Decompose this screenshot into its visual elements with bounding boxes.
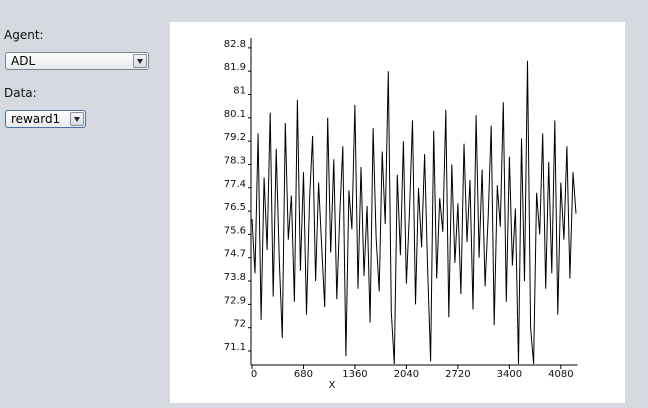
y-tick-label: 75.6 xyxy=(224,225,246,236)
data-value: reward1 xyxy=(11,112,61,126)
x-tick-label: 680 xyxy=(294,369,313,380)
y-tick-label: 79.2 xyxy=(224,132,246,143)
x-tick-label: 4080 xyxy=(548,369,573,380)
y-tick-label: 81 xyxy=(233,85,246,96)
x-axis-label: X xyxy=(329,380,336,391)
agent-combo[interactable]: ADL xyxy=(5,52,149,70)
dropdown-arrow[interactable] xyxy=(133,54,147,68)
chart-panel xyxy=(170,22,625,403)
y-tick-label: 76.5 xyxy=(224,202,246,213)
y-tick-label: 80.1 xyxy=(224,109,246,120)
x-tick-label: 1360 xyxy=(342,369,367,380)
agent-value: ADL xyxy=(11,54,36,68)
data-label: Data: xyxy=(4,86,37,100)
y-tick-label: 77.4 xyxy=(224,179,246,190)
y-tick-label: 71.1 xyxy=(224,342,246,353)
agent-label: Agent: xyxy=(4,28,44,42)
dropdown-arrow[interactable] xyxy=(70,112,84,126)
y-tick-label: 72.9 xyxy=(224,295,246,306)
data-line xyxy=(251,60,577,365)
y-tick-label: 73.8 xyxy=(224,272,246,283)
x-tick-label: 0 xyxy=(251,369,257,380)
y-tick-label: 78.3 xyxy=(224,155,246,166)
x-tick-label: 2720 xyxy=(445,369,470,380)
x-tick-label: 2040 xyxy=(394,369,419,380)
y-tick-label: 81.9 xyxy=(224,62,246,73)
y-tick-label: 74.7 xyxy=(224,249,246,260)
x-tick-label: 3400 xyxy=(497,369,522,380)
y-tick-label: 72 xyxy=(233,319,246,330)
data-combo[interactable]: reward1 xyxy=(5,110,86,128)
y-tick-label: 82.8 xyxy=(224,39,246,50)
